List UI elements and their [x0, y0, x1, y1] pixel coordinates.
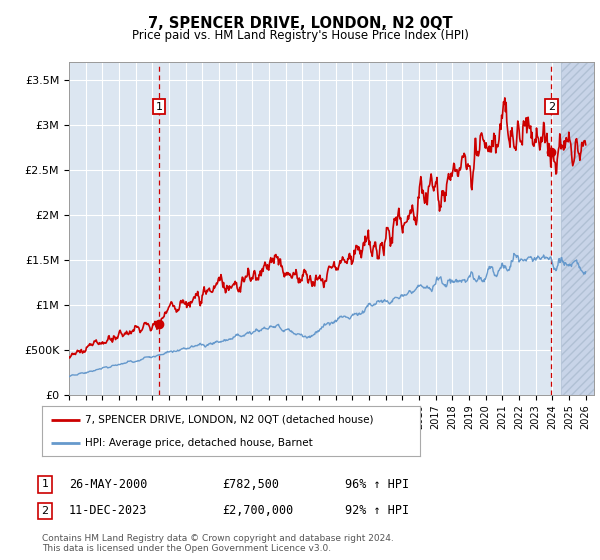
- Text: 2: 2: [41, 506, 49, 516]
- Text: £2,700,000: £2,700,000: [222, 504, 293, 517]
- Text: 96% ↑ HPI: 96% ↑ HPI: [345, 478, 409, 491]
- Text: HPI: Average price, detached house, Barnet: HPI: Average price, detached house, Barn…: [85, 438, 313, 448]
- Bar: [560, 62, 600, 395]
- Text: Price paid vs. HM Land Registry's House Price Index (HPI): Price paid vs. HM Land Registry's House …: [131, 29, 469, 42]
- Text: 26-MAY-2000: 26-MAY-2000: [69, 478, 148, 491]
- Text: 1: 1: [155, 101, 163, 111]
- Text: 92% ↑ HPI: 92% ↑ HPI: [345, 504, 409, 517]
- Text: 7, SPENCER DRIVE, LONDON, N2 0QT: 7, SPENCER DRIVE, LONDON, N2 0QT: [148, 16, 452, 31]
- Text: 7, SPENCER DRIVE, LONDON, N2 0QT (detached house): 7, SPENCER DRIVE, LONDON, N2 0QT (detach…: [85, 414, 374, 424]
- Text: 11-DEC-2023: 11-DEC-2023: [69, 504, 148, 517]
- Text: 1: 1: [41, 479, 49, 489]
- Text: £782,500: £782,500: [222, 478, 279, 491]
- Text: 2: 2: [548, 101, 555, 111]
- Text: Contains HM Land Registry data © Crown copyright and database right 2024.
This d: Contains HM Land Registry data © Crown c…: [42, 534, 394, 553]
